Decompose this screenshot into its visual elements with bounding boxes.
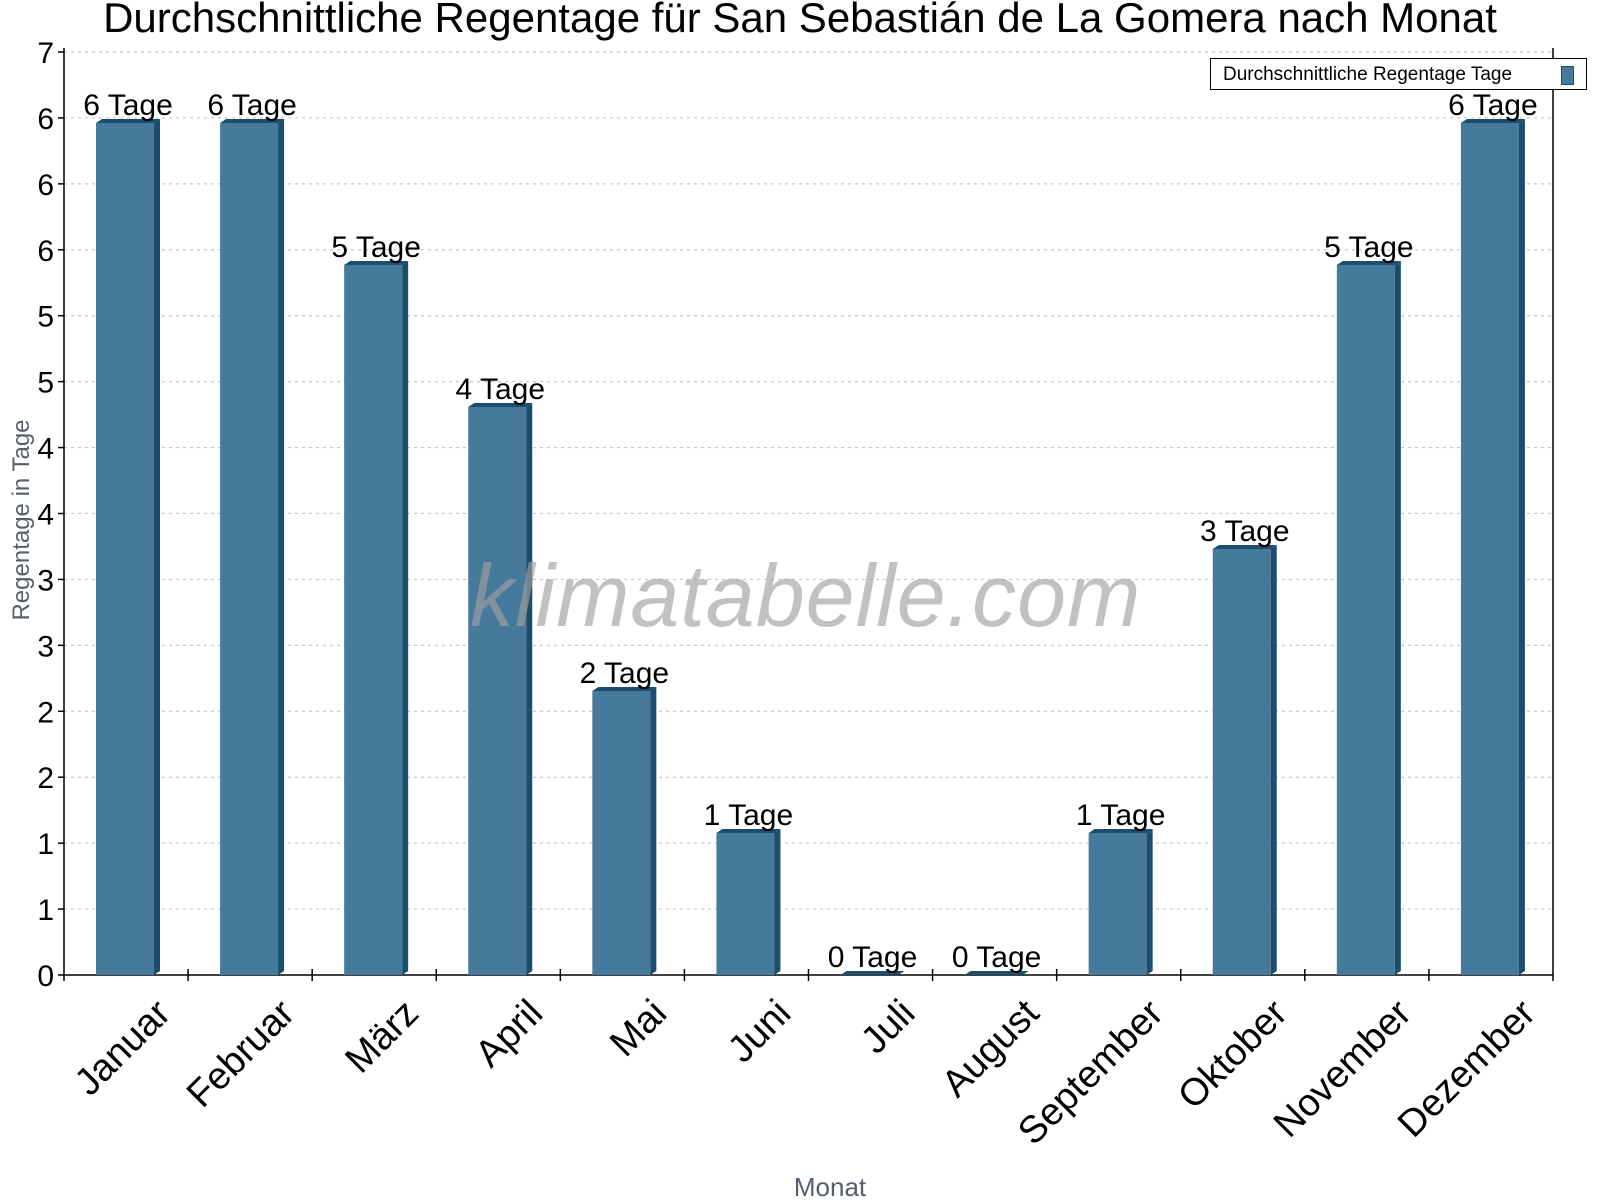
bar-side — [402, 261, 409, 975]
y-tick-label: 7 — [37, 37, 54, 70]
y-tick-label: 1 — [37, 894, 54, 927]
bar — [1212, 549, 1271, 975]
bar-top — [96, 119, 160, 123]
x-axis-label: Monat — [793, 1172, 867, 1202]
y-tick-label: 6 — [37, 235, 54, 268]
x-tick-label: Juni — [720, 992, 799, 1071]
bar-top — [964, 971, 1029, 975]
bar-top — [220, 119, 285, 123]
bar — [592, 691, 651, 975]
data-label: 5 Tage — [1324, 231, 1414, 264]
bar-top — [1460, 119, 1525, 123]
x-tick-label: Mai — [602, 992, 675, 1065]
legend-label: Durchschnittliche Regentage Tage — [1223, 64, 1513, 85]
data-label: 0 Tage — [828, 941, 918, 974]
data-label: 6 Tage — [1448, 89, 1538, 122]
bar-top — [344, 261, 409, 265]
y-tick-label: 4 — [37, 499, 54, 532]
bar — [220, 123, 279, 975]
data-label: 5 Tage — [331, 231, 421, 264]
bar — [1088, 833, 1147, 975]
bar-top — [716, 829, 781, 833]
x-tick-label: Februar — [179, 992, 303, 1116]
bar-top — [1336, 261, 1401, 265]
x-tick-label: August — [934, 992, 1048, 1106]
bar-top — [592, 687, 657, 691]
x-tick-label: Januar — [67, 992, 179, 1104]
x-tick-label: Dezember — [1390, 992, 1544, 1146]
y-tick-label: 6 — [37, 103, 54, 136]
bar-side — [526, 403, 533, 975]
data-label: 3 Tage — [1200, 515, 1290, 548]
data-label: 6 Tage — [207, 89, 297, 122]
bar — [344, 265, 403, 975]
data-label: 1 Tage — [704, 799, 794, 832]
x-tick-label: April — [468, 992, 551, 1075]
bar-side — [650, 687, 657, 975]
bar-side — [1270, 545, 1277, 975]
x-tick-label: Juli — [853, 992, 923, 1062]
x-tick-label: März — [338, 992, 427, 1081]
bar — [1336, 265, 1395, 975]
bar — [1460, 123, 1519, 975]
bar-side — [774, 829, 781, 975]
data-label: 6 Tage — [83, 89, 173, 122]
bar-top — [1212, 545, 1277, 549]
data-label: 0 Tage — [952, 941, 1042, 974]
chart-title: Durchschnittliche Regentage für San Seba… — [103, 0, 1497, 41]
y-tick-label: 2 — [37, 762, 54, 795]
y-tick-label: 6 — [37, 169, 54, 202]
y-tick-label: 0 — [37, 960, 54, 993]
y-axis-label: Regentage in Tage — [8, 419, 35, 621]
y-tick-label: 2 — [37, 696, 54, 729]
bar-top — [1088, 829, 1153, 833]
bar-side — [1394, 261, 1401, 975]
x-tick-label: Oktober — [1170, 992, 1296, 1118]
watermark: klimatabelle.com — [470, 546, 1142, 645]
y-tick-label: 5 — [37, 367, 54, 400]
bar-side — [1518, 119, 1525, 975]
data-label: 2 Tage — [580, 657, 670, 690]
bar-side — [1146, 829, 1153, 975]
y-tick-label: 3 — [37, 630, 54, 663]
bar-top — [840, 971, 905, 975]
bar-side — [278, 119, 285, 975]
bar-side — [154, 119, 160, 975]
y-tick-label: 3 — [37, 564, 54, 597]
bar-top — [468, 403, 533, 407]
legend-swatch-icon — [1561, 66, 1574, 85]
y-tick-label: 1 — [37, 828, 54, 861]
data-label: 4 Tage — [455, 373, 545, 406]
data-label: 1 Tage — [1076, 799, 1166, 832]
bar — [468, 407, 527, 975]
bar — [96, 123, 154, 975]
legend: Durchschnittliche Regentage Tage — [1210, 58, 1587, 90]
y-tick-label: 4 — [37, 433, 54, 466]
y-tick-label: 5 — [37, 301, 54, 334]
bar — [716, 833, 775, 975]
